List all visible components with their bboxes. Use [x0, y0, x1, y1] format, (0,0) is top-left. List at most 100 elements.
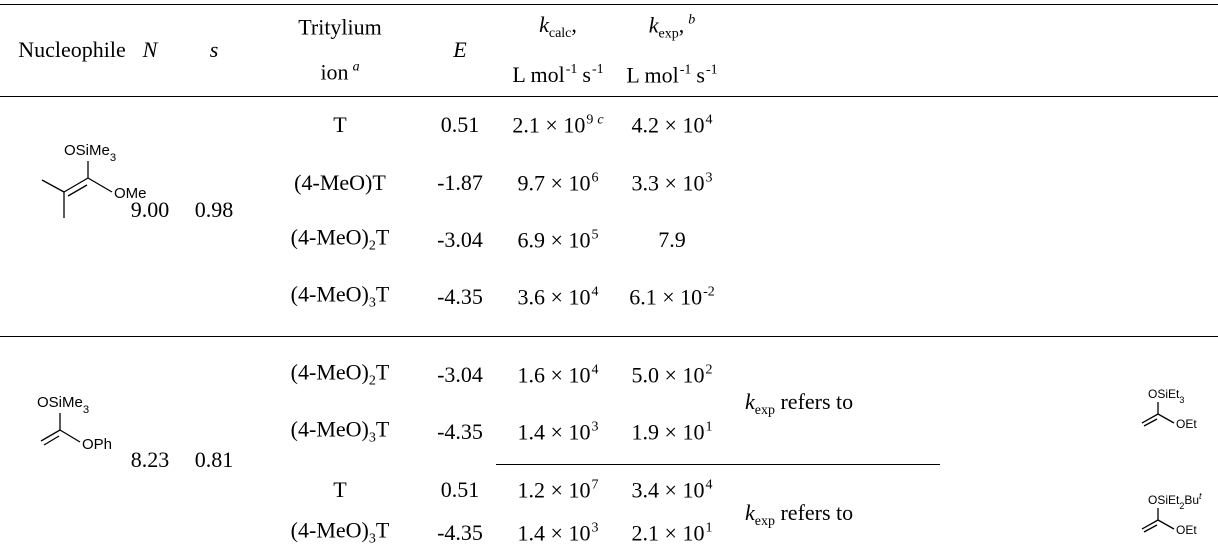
text-run: OSiMe: [37, 394, 83, 411]
text-run: -1: [679, 62, 692, 78]
text-run: 1.9 × 10: [631, 419, 705, 445]
text-run: ion: [320, 59, 349, 85]
text-run: k: [648, 12, 659, 38]
text-run: T: [375, 359, 390, 385]
text-run: -2: [703, 284, 715, 300]
text-run: 2: [368, 373, 376, 389]
cell-line: -3.04: [437, 227, 483, 252]
cell-line: 3.4 × 104: [632, 477, 713, 502]
cell-line: -3.04: [437, 362, 483, 387]
text-run: calc: [548, 26, 572, 41]
text-run: Tritylium: [298, 14, 382, 40]
text-run: 2.1 × 10: [512, 112, 586, 138]
cell-line: 3.3 × 103: [632, 171, 713, 195]
cell-line: 9.00: [130, 197, 170, 222]
text-run: k: [745, 500, 755, 525]
e-value: -4.35: [437, 421, 483, 443]
k-calc: 2.1 × 109 c: [512, 112, 604, 138]
ion-cell: (4-MeO)T: [294, 172, 386, 194]
text-run: OSiMe: [64, 142, 110, 159]
cell-line: 3.6 × 104: [517, 284, 599, 310]
text-run: 2: [368, 238, 376, 254]
text-run: OSiEt: [1148, 493, 1180, 507]
text-run: L mol: [626, 62, 679, 88]
text-run: (4-MeO): [290, 359, 369, 385]
cell-line: -4.35: [437, 419, 483, 444]
cell-line: 6.1 × 10-2: [629, 284, 715, 309]
text-run: Bu: [1184, 493, 1199, 507]
k-exp: 3.3 × 103: [632, 171, 713, 195]
text-run: 4: [705, 477, 713, 493]
text-run: 2: [1179, 501, 1184, 511]
atom-label: OEt: [1176, 417, 1197, 431]
ion-cell: (4-MeO)2T: [290, 359, 390, 389]
header-cell: kcalc, L mol-1 s-1: [512, 14, 603, 86]
cell-line: 5.0 × 102: [632, 362, 713, 387]
text-run: 2.1 × 10: [631, 520, 705, 546]
atom-label: OSiEt3: [1148, 387, 1184, 405]
e-value: -4.35: [437, 286, 483, 308]
e-value: -1.87: [437, 172, 483, 194]
text-run: T: [375, 224, 390, 250]
cell-line: L mol-1 s-1: [626, 62, 718, 88]
atom-label: OPh: [82, 436, 112, 453]
text-run: 2: [705, 362, 713, 378]
text-run: s: [582, 62, 591, 87]
text-run: s: [696, 62, 705, 88]
k-calc: 1.4 × 103: [518, 420, 599, 444]
group-rule: [0, 336, 1218, 337]
cell-line: (4-MeO)3T: [291, 283, 390, 311]
text-run: (4-MeO): [290, 224, 369, 250]
atom-label: OEt: [1176, 523, 1197, 537]
cell-line: 4.2 × 104: [632, 113, 713, 137]
ion-cell: T: [333, 479, 346, 501]
text-run: exp: [658, 26, 679, 42]
text-run: 9: [586, 112, 594, 128]
k-exp: 1.9 × 101: [631, 419, 713, 445]
e-value: -4.35: [437, 522, 483, 544]
atom-label: OMe: [114, 185, 147, 202]
k-exp: 3.4 × 104: [632, 477, 713, 502]
text-run: (4-MeO)T: [294, 170, 386, 195]
cell-line: Nucleophile: [18, 39, 126, 61]
e-value: 0.51: [441, 479, 480, 501]
e-value: -3.04: [437, 229, 483, 251]
text-run: 9.7 × 10: [517, 170, 591, 196]
cell-line: (4-MeO)2T: [290, 224, 390, 254]
n-value: 9.00: [131, 199, 170, 221]
text-run: 4: [591, 362, 599, 378]
k-calc: 3.6 × 104: [517, 284, 599, 310]
header-cell: Tritylium ion a: [298, 14, 382, 85]
k-calc: 1.2 × 107: [517, 477, 599, 503]
cell-line: E: [453, 39, 466, 61]
cell-line: N: [143, 39, 158, 61]
cell-line: 9.7 × 106: [517, 170, 599, 196]
text-run: OEt: [1176, 523, 1197, 537]
cell-line: 2.1 × 109 c: [512, 112, 604, 138]
text-run: refers to: [774, 500, 854, 525]
text-run: 6.9 × 10: [517, 227, 591, 253]
text-run: T: [375, 517, 390, 543]
text-run: N: [142, 37, 158, 62]
header-cell: E: [453, 39, 466, 61]
text-run: c: [597, 112, 604, 128]
text-run: exp: [754, 514, 775, 529]
text-run: 1.6 × 10: [517, 362, 591, 388]
text-run: 1.2 × 10: [517, 477, 591, 503]
cell-line: 7.9: [658, 229, 686, 251]
cell-line: ion a: [298, 59, 382, 85]
text-run: -1: [565, 62, 578, 77]
header-cell: Nucleophile: [18, 39, 126, 61]
text-run: 3: [368, 531, 376, 547]
text-run: -1: [705, 62, 718, 78]
text-run: T: [333, 112, 347, 137]
text-run: 6: [591, 170, 599, 186]
text-run: 1: [705, 520, 713, 536]
nucleophile-structure: OSiMe3 OMe: [41, 142, 147, 218]
cell-line: 1.4 × 103: [518, 521, 599, 545]
text-run: k: [539, 12, 549, 37]
text-run: T: [375, 416, 390, 442]
text-run: 3.6 × 10: [517, 284, 591, 310]
k-calc: 1.6 × 104: [517, 362, 599, 388]
